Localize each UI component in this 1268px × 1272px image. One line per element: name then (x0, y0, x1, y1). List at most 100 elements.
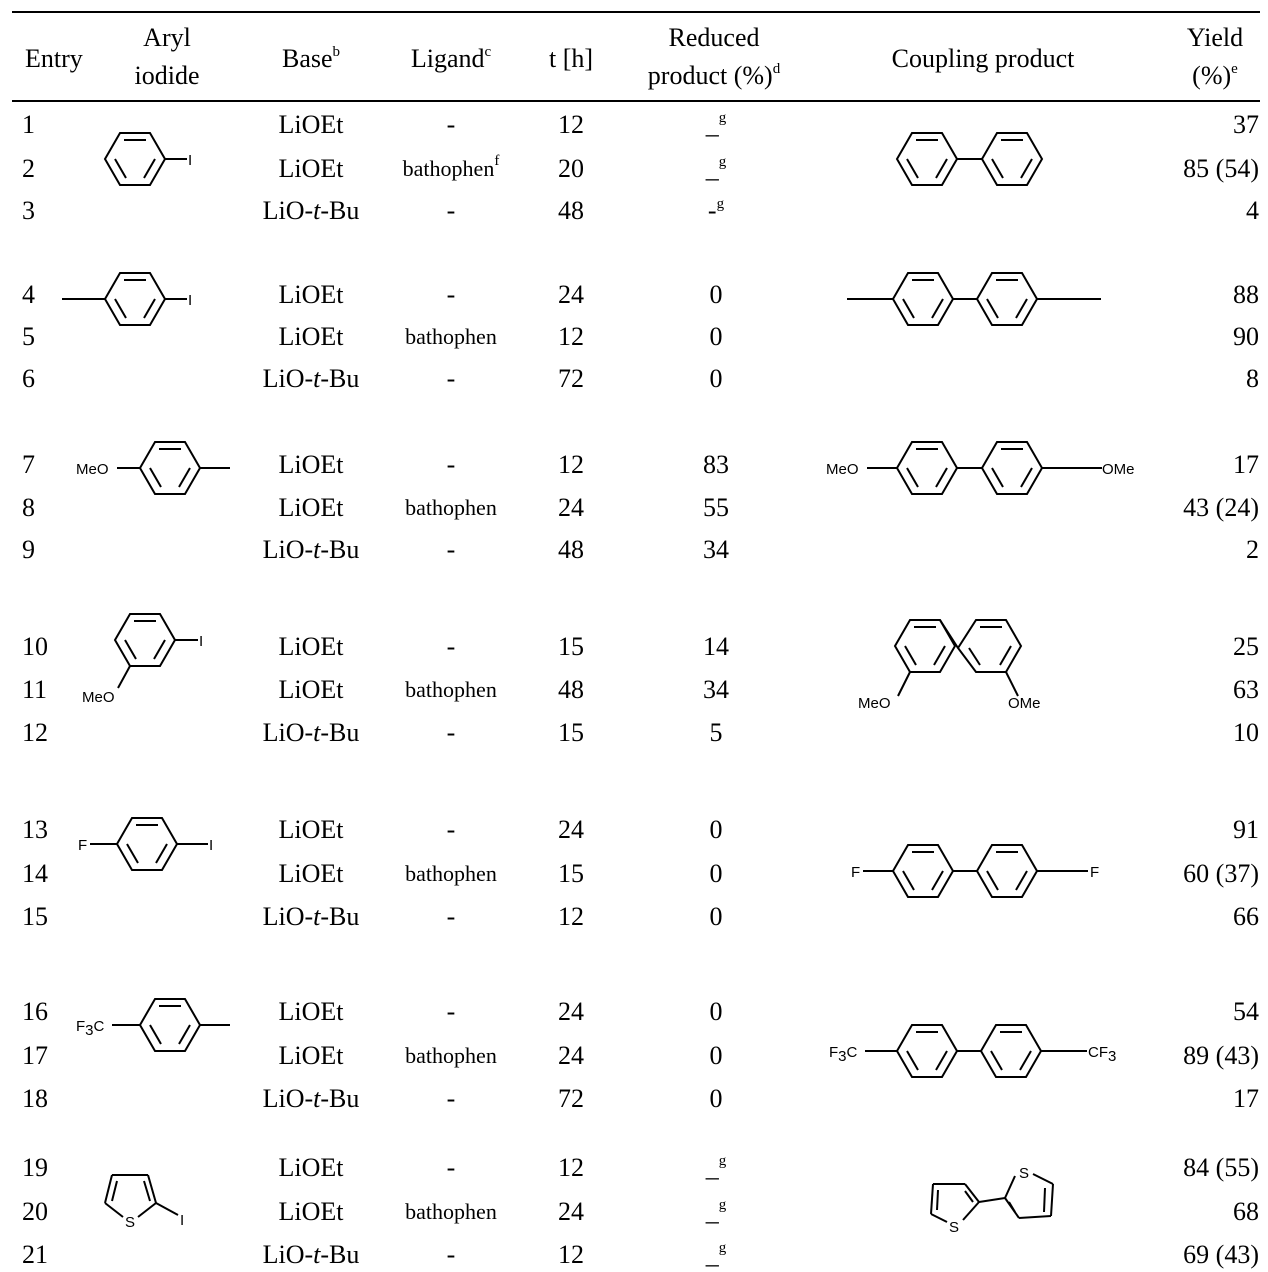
base-cell: LiOEt (279, 154, 344, 184)
base-cell: LiOEt (279, 1197, 344, 1227)
ligand-cell: - (447, 450, 456, 480)
3-3-dimethoxybiphenyl-structure: MeO OMe (860, 612, 1130, 732)
4-fluoroiodobenzene-structure: F I (72, 813, 242, 875)
ligand-cell: bathophenf (403, 154, 500, 184)
svg-text:I: I (180, 1212, 184, 1229)
reduced-cell: 0 (710, 1084, 723, 1114)
entry-cell: 16 (22, 997, 48, 1027)
header-ligand: Ligandc (411, 44, 491, 74)
svg-text:MeO: MeO (82, 689, 115, 706)
reduced-cell: 0 (710, 859, 723, 889)
2-2-bithiophene-structure: S S (925, 1160, 1075, 1240)
reduced-cell: _g (706, 1197, 727, 1227)
4-methoxyaryl-structure: MeO (72, 437, 242, 499)
entry-cell: 14 (22, 859, 48, 889)
time-cell: 12 (558, 1240, 584, 1270)
ligand-cell: - (447, 815, 456, 845)
time-cell: 12 (558, 1153, 584, 1183)
base-cell: LiOEt (279, 280, 344, 310)
biphenyl-structure (892, 128, 1092, 190)
time-cell: 24 (558, 997, 584, 1027)
entry-cell: 11 (22, 675, 47, 705)
base-cell: LiOEt (279, 450, 344, 480)
reduced-cell: 0 (710, 364, 723, 394)
time-cell: 12 (558, 450, 584, 480)
header-bottom-rule (12, 100, 1260, 102)
svg-text:F: F (1090, 864, 1099, 881)
time-cell: 12 (558, 110, 584, 140)
yield-cell: 69 (43) (1183, 1240, 1259, 1270)
entry-cell: 12 (22, 718, 48, 748)
yield-cell: 4 (1246, 196, 1259, 226)
entry-cell: 1 (22, 110, 35, 140)
time-cell: 24 (558, 1197, 584, 1227)
reduced-cell: 34 (703, 675, 729, 705)
reduced-cell: _g (706, 1240, 727, 1270)
yield-cell: 17 (1233, 1084, 1259, 1114)
reduced-cell: 34 (703, 535, 729, 565)
reduced-cell: 83 (703, 450, 729, 480)
reduced-cell: 0 (710, 322, 723, 352)
time-cell: 48 (558, 196, 584, 226)
2-iodothiophene-structure: S I (100, 1165, 210, 1235)
entry-cell: 6 (22, 364, 35, 394)
4-4-dimethylbiphenyl-structure (845, 268, 1125, 330)
time-cell: 72 (558, 1084, 584, 1114)
ligand-cell: - (447, 110, 456, 140)
reduced-cell: 0 (710, 997, 723, 1027)
reduced-cell: -g (708, 196, 724, 226)
4-4-difluorobiphenyl-structure: F F (845, 840, 1145, 902)
reduced-cell: 0 (710, 902, 723, 932)
ligand-cell: - (447, 997, 456, 1027)
yield-cell: 54 (1233, 997, 1259, 1027)
yield-cell: 90 (1233, 322, 1259, 352)
entry-cell: 2 (22, 154, 35, 184)
ligand-cell: - (447, 535, 456, 565)
svg-text:S: S (125, 1214, 135, 1231)
header-entry: Entry (25, 44, 83, 74)
yield-cell: 68 (1233, 1197, 1259, 1227)
entry-cell: 9 (22, 535, 35, 565)
time-cell: 20 (558, 154, 584, 184)
base-cell: LiOEt (279, 1153, 344, 1183)
entry-cell: 20 (22, 1197, 48, 1227)
yield-cell: 85 (54) (1183, 154, 1259, 184)
svg-text:F: F (78, 837, 87, 854)
base-cell: LiOEt (279, 493, 344, 523)
time-cell: 12 (558, 322, 584, 352)
base-cell: LiO-t-Bu (263, 1240, 360, 1270)
header-yield-line2: (%)e (1192, 61, 1238, 91)
3-iodoanisole-structure: I MeO (70, 608, 240, 723)
entry-cell: 10 (22, 632, 48, 662)
svg-text:S: S (949, 1219, 959, 1236)
svg-text:MeO: MeO (76, 461, 109, 478)
ligand-cell: bathophen (405, 1197, 497, 1227)
base-cell: LiOEt (279, 632, 344, 662)
base-cell: LiOEt (279, 322, 344, 352)
svg-text:F3C: F3C (76, 1018, 105, 1039)
reduced-cell: 0 (710, 1041, 723, 1071)
svg-text:OMe: OMe (1008, 695, 1041, 712)
yield-cell: 63 (1233, 675, 1259, 705)
header-aryl-line2: iodide (135, 61, 200, 91)
time-cell: 24 (558, 280, 584, 310)
entry-cell: 19 (22, 1153, 48, 1183)
ligand-cell: - (447, 364, 456, 394)
time-cell: 48 (558, 675, 584, 705)
yield-cell: 91 (1233, 815, 1259, 845)
entry-cell: 21 (22, 1240, 48, 1270)
ligand-cell: - (447, 280, 456, 310)
time-cell: 24 (558, 815, 584, 845)
reduced-cell: _g (706, 110, 727, 140)
yield-cell: 43 (24) (1183, 493, 1259, 523)
entry-cell: 18 (22, 1084, 48, 1114)
yield-cell: 10 (1233, 718, 1259, 748)
ligand-cell: - (447, 1153, 456, 1183)
entry-cell: 4 (22, 280, 35, 310)
ligand-cell: bathophen (405, 1041, 497, 1071)
ligand-cell: bathophen (405, 493, 497, 523)
reduced-cell: 0 (710, 815, 723, 845)
time-cell: 24 (558, 1041, 584, 1071)
svg-text:MeO: MeO (826, 461, 859, 478)
base-cell: LiO-t-Bu (263, 718, 360, 748)
